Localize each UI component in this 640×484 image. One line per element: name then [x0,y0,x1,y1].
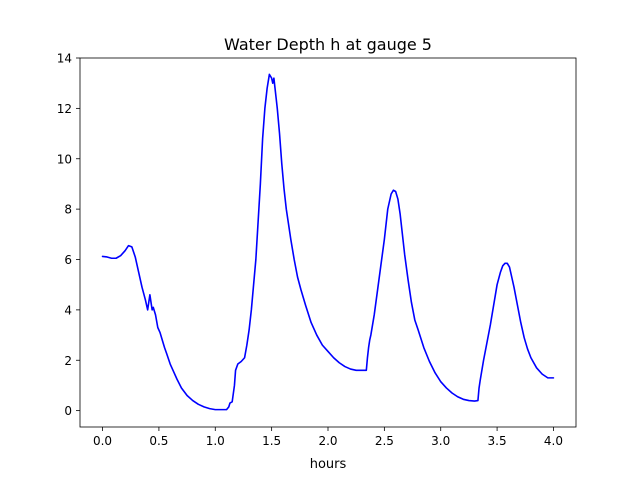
x-tick-label: 1.0 [206,434,225,448]
y-tick-label: 8 [64,203,72,217]
y-tick-label: 14 [57,52,72,66]
series-layer [101,73,555,411]
plot-frame [79,57,577,428]
x-tick-label: 4.0 [544,434,563,448]
y-tick-label: 10 [57,152,72,166]
x-tick-label: 2.0 [318,434,337,448]
y-tick-label: 2 [64,354,72,368]
x-axis-ticks: 0.0 0.5 1.0 1.5 2.0 2.5 3.0 3.5 4.0 [93,427,563,448]
plot-area [80,58,576,427]
series-line-0 [101,73,555,411]
y-tick-label: 6 [64,253,72,267]
y-tick-label: 0 [64,404,72,418]
y-axis-ticks: 0 2 4 6 8 10 12 14 [57,52,80,418]
x-tick-label: 0.0 [93,434,112,448]
x-tick-label: 2.5 [375,434,394,448]
x-tick-label: 1.5 [262,434,281,448]
y-tick-label: 4 [64,303,72,317]
x-axis-label: hours [310,457,347,472]
x-tick-label: 0.5 [149,434,168,448]
y-tick-label: 12 [57,102,72,116]
x-tick-label: 3.5 [488,434,507,448]
x-tick-label: 3.0 [431,434,450,448]
chart-title: Water Depth h at gauge 5 [224,35,432,54]
